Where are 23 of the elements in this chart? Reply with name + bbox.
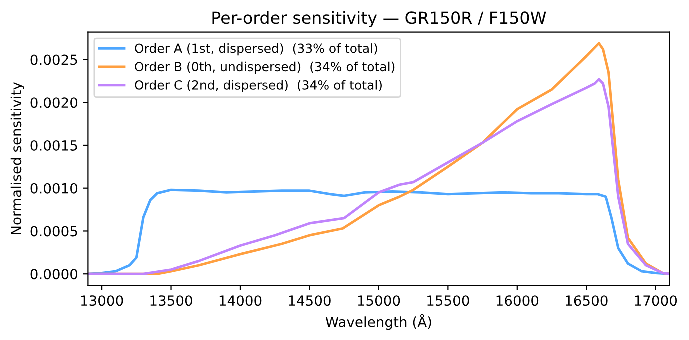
legend-label: Order C (2nd, dispersed) (34% of total) xyxy=(135,80,382,92)
x-tick-label: 14500 xyxy=(289,296,331,306)
x-tick-label: 15000 xyxy=(358,296,400,306)
legend-label: Order B (0th, undispersed) (34% of total) xyxy=(135,62,395,74)
y-tick-label: 0.0010 xyxy=(30,183,78,194)
x-tick-label: 16000 xyxy=(496,296,539,306)
x-tick-label: 17000 xyxy=(635,296,678,306)
line-series xyxy=(88,188,670,276)
y-tick-label: 0.0015 xyxy=(30,140,78,151)
y-tick-label: 0.0005 xyxy=(30,226,78,237)
y-tick-label: 0.0025 xyxy=(30,54,78,66)
x-tick-label: 14000 xyxy=(220,296,262,306)
y-axis-title: Normalised sensitivity xyxy=(10,82,24,235)
y-tick-label: 0.0000 xyxy=(30,269,78,280)
line-series xyxy=(88,78,670,276)
x-tick-label: 13000 xyxy=(81,296,124,306)
legend-label: Order A (1st, dispersed) (33% of total) xyxy=(135,44,378,56)
x-tick-label: 15500 xyxy=(428,296,470,306)
chart-title: Per-order sensitivity — GR150R / F150W xyxy=(212,11,546,28)
x-tick-label: 16500 xyxy=(566,296,608,306)
x-tick-label: 13500 xyxy=(150,296,192,306)
x-axis-title: Wavelength (Å) xyxy=(326,314,432,330)
y-tick-label: 0.0020 xyxy=(30,98,78,108)
